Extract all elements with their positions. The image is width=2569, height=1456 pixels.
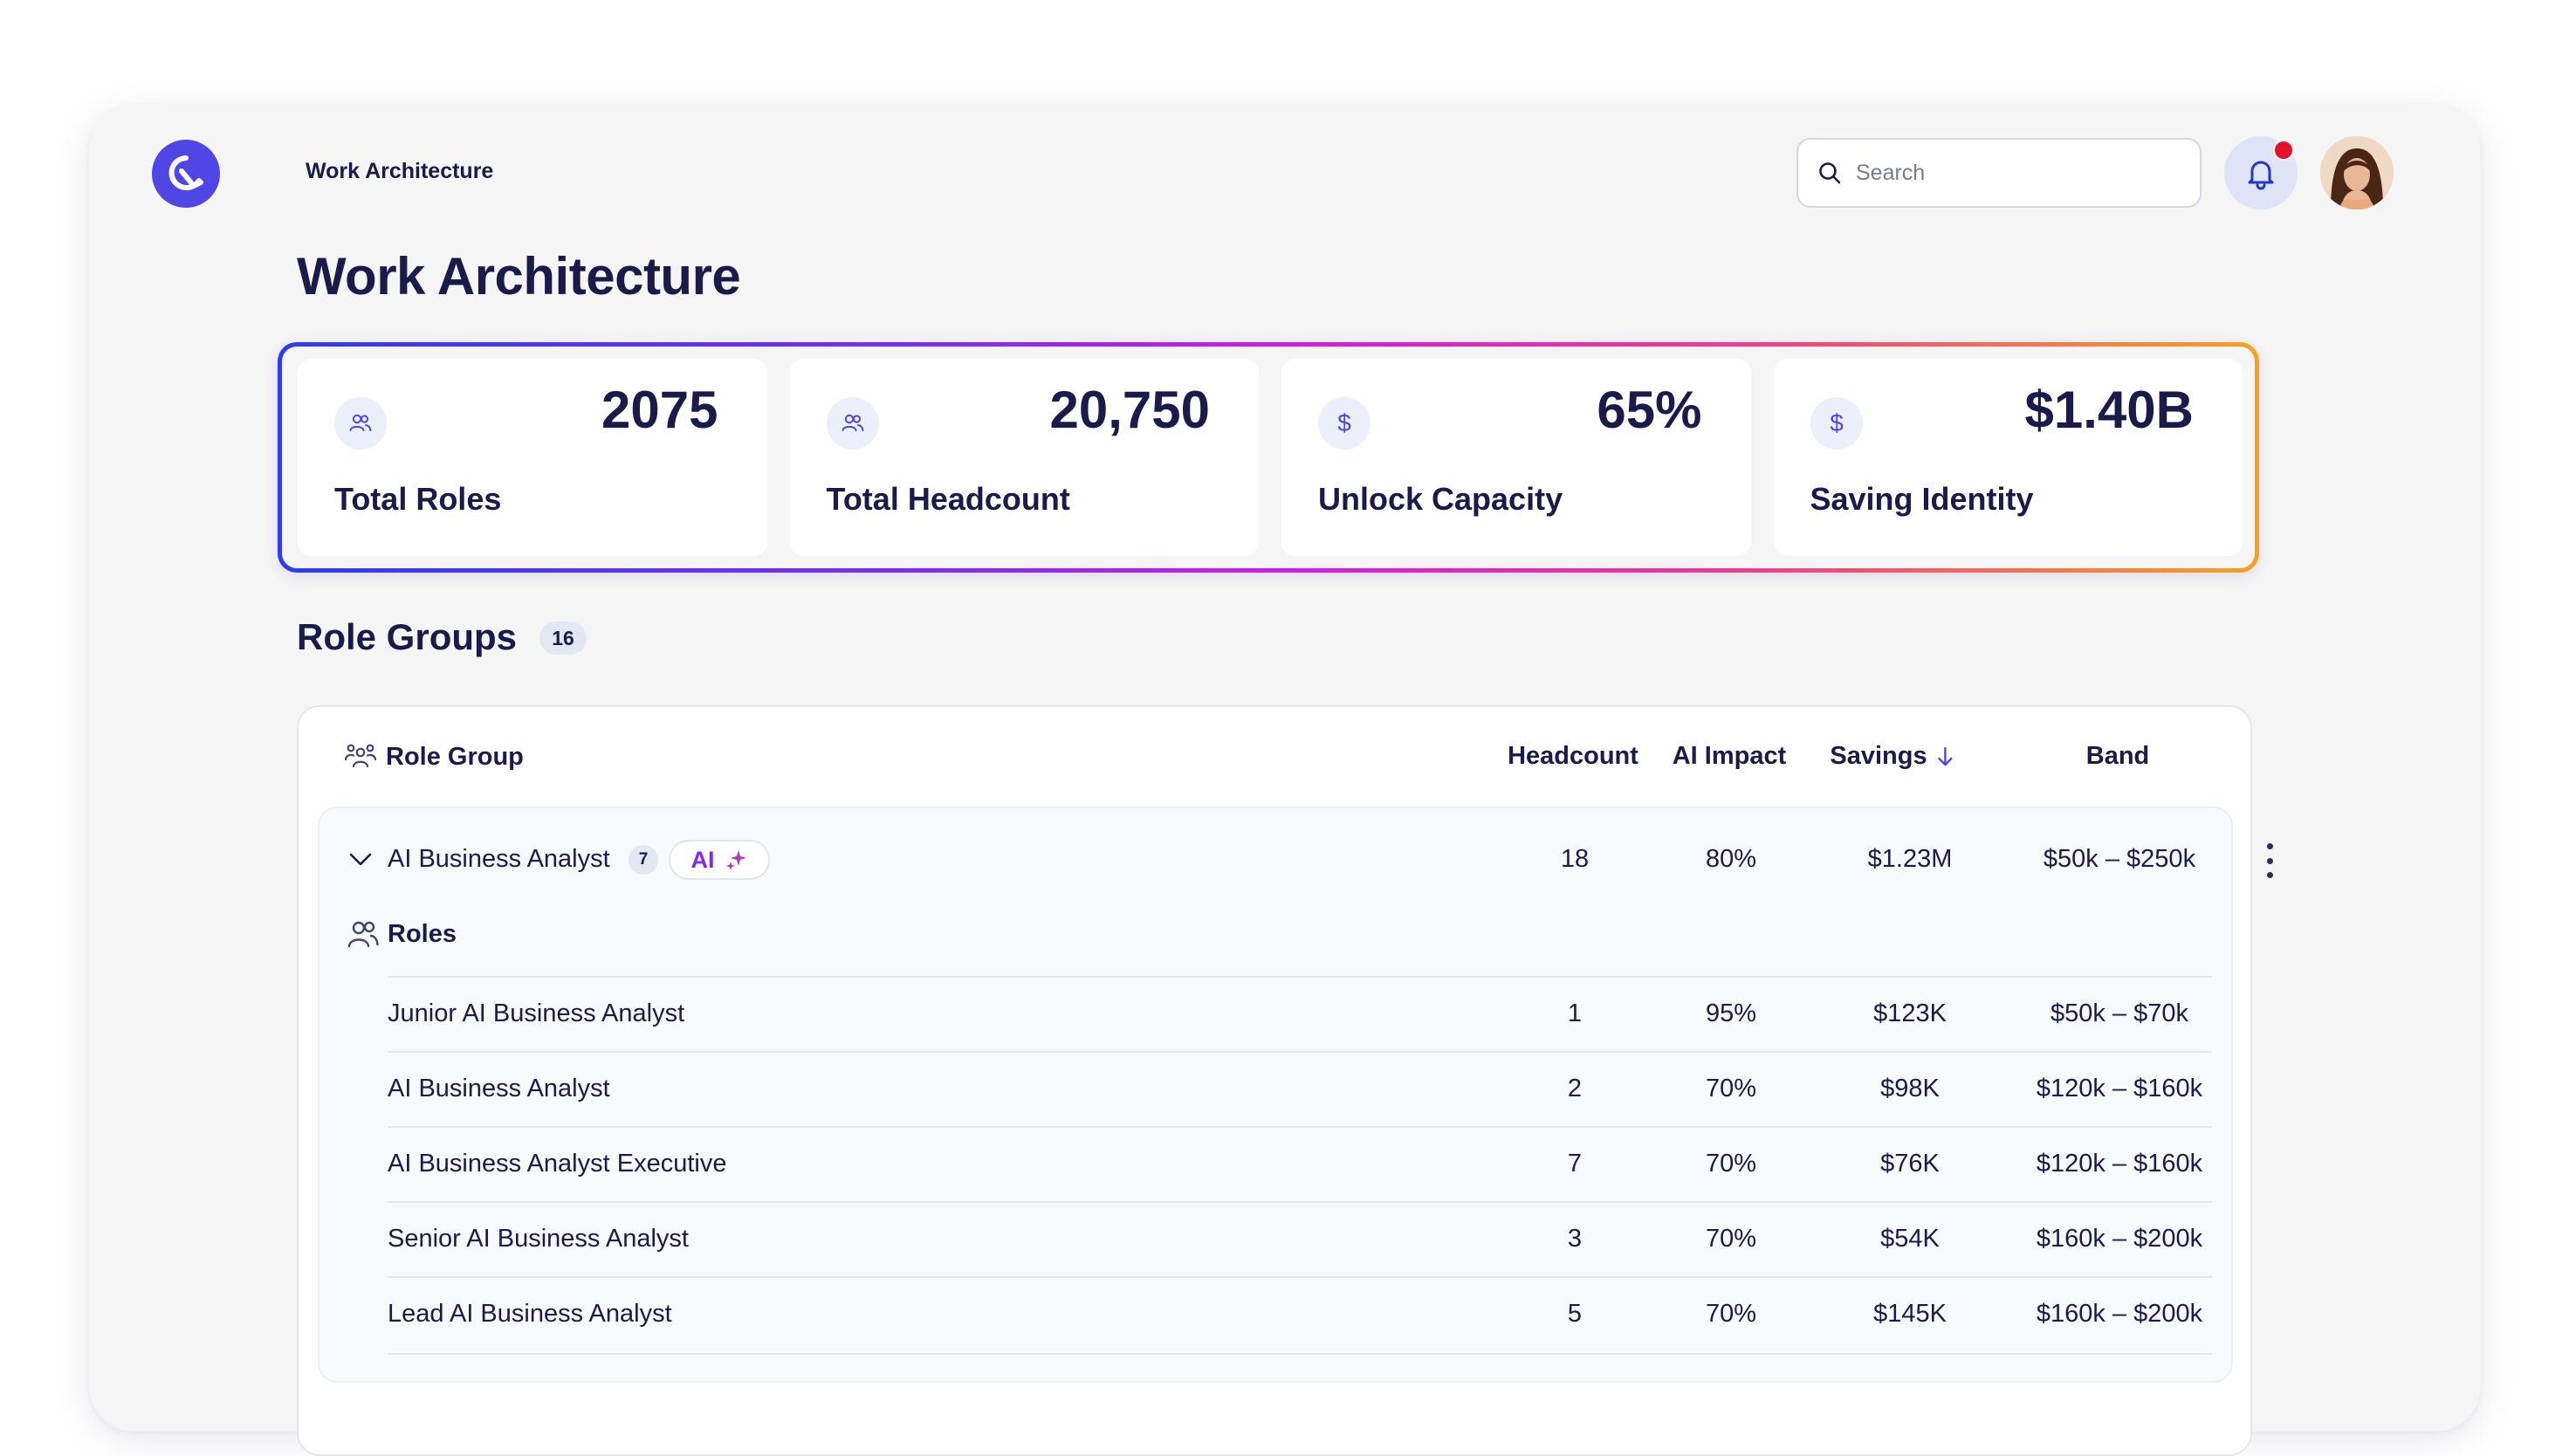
dollar-icon: $ bbox=[1810, 397, 1863, 450]
role-groups-table: Role Group Headcount AI Impact Savings B… bbox=[297, 705, 2273, 1456]
column-header-savings[interactable]: Savings bbox=[1830, 742, 1954, 771]
group-band: $50k – $250k bbox=[2043, 845, 2196, 873]
role-band: $120k – $160k bbox=[2036, 1075, 2203, 1102]
kebab-dot-icon bbox=[2266, 843, 2273, 849]
role-name: AI Business Analyst bbox=[388, 1075, 610, 1102]
breadcrumb[interactable]: Work Architecture bbox=[306, 159, 494, 183]
roles-label: Roles bbox=[388, 919, 457, 948]
svg-text:$: $ bbox=[1830, 409, 1844, 436]
column-header-headcount[interactable]: Headcount bbox=[1508, 742, 1638, 770]
table-row[interactable]: Junior AI Business Analyst 1 95% $123K $… bbox=[388, 976, 2212, 1053]
stats-panel: 2075 Total Roles 20,750 Total Headcount bbox=[278, 342, 2259, 573]
stat-card-unlock-capacity: $ 65% Unlock Capacity bbox=[1281, 359, 1751, 556]
table-row[interactable]: AI Business Analyst 2 70% $98K $120k – $… bbox=[388, 1051, 2212, 1128]
stat-label: Saving Identity bbox=[1810, 481, 2034, 517]
kebab-dot-icon bbox=[2266, 857, 2273, 864]
role-count-badge: 7 bbox=[629, 845, 658, 875]
table-row[interactable]: Senior AI Business Analyst 3 70% $54K $1… bbox=[388, 1201, 2212, 1278]
notifications-button[interactable] bbox=[2224, 136, 2298, 209]
users-icon bbox=[347, 921, 379, 948]
role-savings: $76K bbox=[1880, 1150, 1940, 1178]
stat-card-total-headcount: 20,750 Total Headcount bbox=[789, 359, 1259, 556]
role-headcount: 3 bbox=[1567, 1225, 1583, 1253]
dollar-icon: $ bbox=[1318, 397, 1370, 450]
role-headcount: 7 bbox=[1567, 1150, 1583, 1178]
table-row[interactable]: AI Business Analyst Executive 7 70% $76K… bbox=[388, 1126, 2212, 1203]
users-icon bbox=[826, 397, 879, 450]
stat-label: Total Roles bbox=[334, 481, 502, 517]
role-ai-impact: 70% bbox=[1705, 1225, 1757, 1253]
role-savings: $98K bbox=[1880, 1075, 1940, 1102]
group-ai-impact: 80% bbox=[1705, 845, 1757, 873]
column-label: Role Group bbox=[386, 742, 524, 771]
stat-value: 20,750 bbox=[1049, 381, 1210, 439]
user-photo-icon bbox=[2320, 136, 2394, 209]
stat-value: 2075 bbox=[601, 381, 718, 439]
stat-card-total-roles: 2075 Total Roles bbox=[298, 359, 767, 556]
column-header-band[interactable]: Band bbox=[2085, 742, 2150, 770]
role-ai-impact: 70% bbox=[1705, 1300, 1757, 1328]
role-name: Junior AI Business Analyst bbox=[388, 999, 685, 1027]
svg-text:$: $ bbox=[1337, 409, 1351, 436]
role-group-name[interactable]: AI Business Analyst bbox=[388, 845, 610, 873]
role-name: AI Business Analyst Executive bbox=[388, 1150, 727, 1178]
section-title: Role Groups bbox=[297, 616, 518, 657]
sort-descending-icon bbox=[1938, 746, 1953, 766]
role-headcount: 1 bbox=[1567, 999, 1583, 1027]
users-icon bbox=[334, 397, 387, 450]
app-window: Work Architecture Work Architecture bbox=[89, 105, 2481, 1456]
count-badge: 16 bbox=[539, 622, 587, 655]
role-ai-impact: 70% bbox=[1705, 1075, 1757, 1102]
role-savings: $123K bbox=[1873, 999, 1947, 1027]
chevron-down-icon[interactable] bbox=[347, 850, 374, 869]
sparkle-icon bbox=[725, 850, 746, 870]
group-savings: $1.23M bbox=[1867, 845, 1953, 873]
column-header-ai-impact[interactable]: AI Impact bbox=[1672, 742, 1787, 770]
role-band: $120k – $160k bbox=[2036, 1150, 2203, 1178]
logo-mark-icon bbox=[168, 155, 203, 190]
kebab-dot-icon bbox=[2266, 872, 2273, 878]
role-savings: $54K bbox=[1880, 1225, 1940, 1253]
stat-card-saving-identity: $ $1.40B Saving Identity bbox=[1773, 359, 2243, 556]
bell-icon bbox=[2248, 161, 2274, 190]
more-options-button[interactable] bbox=[2261, 838, 2278, 883]
role-savings: $145K bbox=[1873, 1300, 1947, 1328]
group-headcount: 18 bbox=[1560, 845, 1590, 873]
search-icon bbox=[1819, 162, 1841, 184]
search-input[interactable] bbox=[1854, 159, 2189, 187]
ai-badge-label: AI bbox=[690, 846, 715, 873]
role-band: $160k – $200k bbox=[2036, 1300, 2203, 1328]
stat-label: Unlock Capacity bbox=[1318, 481, 1563, 517]
role-headcount: 2 bbox=[1567, 1075, 1583, 1102]
search-box[interactable] bbox=[1796, 138, 2202, 208]
app-logo[interactable] bbox=[152, 140, 220, 208]
ai-badge: AI bbox=[669, 840, 770, 880]
stat-value: 65% bbox=[1597, 381, 1702, 439]
stat-label: Total Headcount bbox=[826, 481, 1070, 517]
column-label: Savings bbox=[1830, 742, 1927, 770]
page-title: Work Architecture bbox=[297, 247, 741, 306]
role-name: Senior AI Business Analyst bbox=[388, 1225, 689, 1253]
group-icon bbox=[344, 744, 377, 768]
role-ai-impact: 95% bbox=[1705, 999, 1757, 1027]
role-band: $160k – $200k bbox=[2036, 1225, 2203, 1253]
stat-value: $1.40B bbox=[2024, 381, 2194, 439]
roles-subheader: Roles bbox=[346, 917, 457, 951]
stats-row: 2075 Total Roles 20,750 Total Headcount bbox=[282, 347, 2255, 568]
role-group-row: AI Business Analyst 7 AI 18 80% $1.2 bbox=[318, 807, 2273, 1383]
role-band: $50k – $70k bbox=[2050, 999, 2189, 1027]
avatar[interactable] bbox=[2320, 136, 2394, 209]
unread-indicator bbox=[2273, 140, 2294, 161]
table-row[interactable]: Lead AI Business Analyst 5 70% $145K $16… bbox=[388, 1276, 2212, 1355]
role-name: Lead AI Business Analyst bbox=[388, 1300, 672, 1328]
role-ai-impact: 70% bbox=[1705, 1150, 1757, 1178]
role-headcount: 5 bbox=[1567, 1300, 1583, 1328]
column-header-role-group[interactable]: Role Group bbox=[344, 740, 524, 773]
